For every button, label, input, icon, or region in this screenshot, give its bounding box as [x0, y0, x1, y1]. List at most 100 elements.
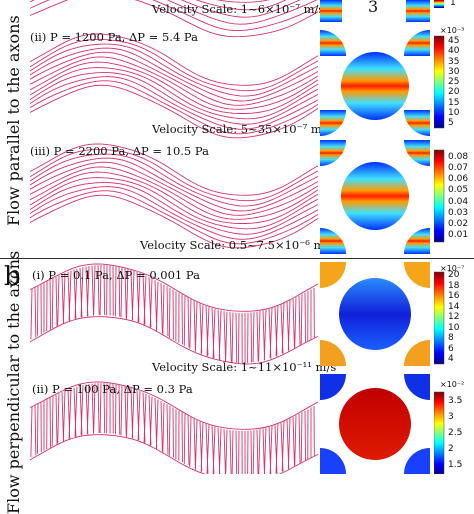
streamline-b-i [31, 289, 32, 339]
streamline-b-ii [194, 418, 195, 468]
streamline-b-i [232, 313, 233, 363]
panel-a-side-label: Flow parallel to the axons [4, 15, 23, 226]
streamline-a-iii [30, 167, 318, 219]
streamline-a-iii [30, 172, 318, 223]
streamline-b-ii [299, 414, 300, 464]
streamline-b-ii [253, 430, 254, 474]
panel-a-case-iii-label: (iii) P = 2200 Pa, ΔP = 10.5 Pa [30, 144, 209, 158]
streamline-b-ii [230, 430, 231, 474]
streamline-b-ii [52, 396, 53, 446]
streamline-b-i [301, 294, 302, 344]
streamline-b-ii [195, 420, 197, 470]
streamline-b-i [293, 299, 294, 349]
panel-a-contour-maps [320, 0, 430, 256]
panel-a-case-iii-scale: Velocity Scale: 0.5~7.5×10⁻⁶ m/s [140, 238, 334, 252]
streamline-b-ii [190, 417, 191, 467]
streamline-b-i [305, 293, 306, 343]
streamline-b-i-edge [30, 317, 318, 364]
cb-iii-tick: 0.08 [448, 152, 468, 162]
streamline-b-ii [50, 398, 51, 448]
streamline-b-ii [226, 430, 227, 474]
streamline-b-ii [288, 418, 290, 468]
streamline-a-iii [30, 154, 318, 206]
streamline-b-i [257, 312, 258, 362]
streamline-b-ii [56, 395, 57, 445]
streamline-b-ii [219, 428, 221, 474]
streamline-b-i [56, 277, 57, 327]
streamline-b-ii [232, 431, 233, 475]
cb-iii-tick: 0.04 [448, 197, 468, 207]
panel-a-case-ii-label: (ii) P = 1200 Pa, ΔP = 5.4 Pa [30, 30, 198, 44]
streamline-b-i [37, 286, 38, 336]
streamline-b-i [253, 312, 254, 362]
streamline-a-ii [30, 68, 318, 119]
streamline-b-ii [236, 431, 237, 474]
streamline-b-ii [167, 404, 168, 454]
cb-ii-tick: 20 [448, 87, 459, 97]
streamline-b-ii [63, 391, 65, 441]
cb-ii-tick: 25 [448, 77, 459, 87]
panel-b-case-ii-label: (ii) P = 100 Pa, ΔP = 0.3 Pa [32, 382, 193, 396]
cb-iii-tick: 0.03 [448, 208, 468, 218]
cb-b-i-tick: 6 [448, 344, 454, 354]
cb-b-i-tick: 18 [448, 281, 459, 291]
streamline-b-i [201, 304, 203, 354]
panel-divider [0, 258, 474, 259]
streamline-b-i [163, 285, 164, 335]
streamline-b-i [194, 300, 195, 350]
streamline-b-ii [163, 403, 164, 453]
streamline-b-ii [69, 389, 71, 439]
streamline-a-iii [30, 162, 318, 215]
panel-b-colorbars [434, 262, 446, 474]
cb-b-i-tick: 14 [448, 302, 459, 312]
streamline-b-i [251, 313, 252, 363]
streamline-a-ii [30, 62, 318, 113]
streamline-b-i [58, 275, 59, 325]
cb-b-i-tick: 12 [448, 312, 459, 322]
cb-ii-tick: 40 [448, 46, 459, 56]
cb-b-i-tick: 16 [448, 291, 459, 301]
streamline-b-i [184, 296, 185, 346]
streamline-b-i [52, 278, 53, 328]
streamline-a-iii [30, 178, 318, 229]
cb-b-ii-exponent: ×10⁻² [440, 380, 464, 389]
cb-top-tick: 1 [450, 0, 456, 8]
cb-iii-tick: 0.02 [448, 219, 468, 229]
streamline-b-ii [161, 401, 162, 451]
streamline-b-ii [224, 429, 226, 474]
cb-b-ii-tick: 3 [448, 412, 454, 422]
cb-ii-tick: 10 [448, 108, 459, 118]
streamline-b-i [236, 313, 237, 363]
streamline-b-i [230, 312, 231, 362]
panel-b-side-label: Flow perpendicular to the axons [4, 251, 23, 514]
streamline-b-i [270, 308, 272, 358]
streamline-b-ii [58, 393, 59, 443]
streamline-b-i [167, 286, 168, 336]
panel-a-top-scale: Velocity Scale: 1~6×10⁻⁷ m/s [152, 2, 324, 16]
cb-b-i-tick: 8 [448, 333, 454, 343]
streamline-b-ii [251, 431, 252, 475]
cb-iii-tick: 0.06 [448, 174, 468, 184]
streamline-a-ii [30, 39, 318, 90]
streamline-b-ii [31, 407, 32, 457]
streamline-b-i [259, 311, 260, 361]
cb-b-ii-tick: 3.5 [448, 396, 462, 406]
streamline-b-ii [35, 405, 36, 455]
streamline-b-ii [293, 417, 294, 467]
streamline-b-i [190, 299, 191, 349]
panel-a-top-number: 3 [368, 0, 378, 16]
cb-b-ii-tick: 1.5 [448, 460, 462, 470]
streamline-a-ii [30, 57, 318, 109]
streamline-b-i [219, 310, 221, 360]
cb-ii-tick: 35 [448, 57, 459, 67]
streamline-b-ii [295, 415, 296, 465]
streamline-b-i [195, 302, 197, 352]
streamline-b-ii [257, 430, 258, 474]
streamline-b-ii [305, 411, 306, 461]
cb-ii-exponent: ×10⁻³ [440, 26, 464, 35]
cb-ii-tick: 5 [448, 118, 454, 128]
panel-a-case-ii-scale: Velocity Scale: 5~35×10⁻⁷ m/s [152, 122, 332, 136]
panel-b-case-i-scale: Velocity Scale: 1~11×10⁻¹¹ m/s [152, 360, 336, 374]
streamline-b-ii [259, 429, 260, 474]
streamline-a-iii [30, 158, 318, 211]
